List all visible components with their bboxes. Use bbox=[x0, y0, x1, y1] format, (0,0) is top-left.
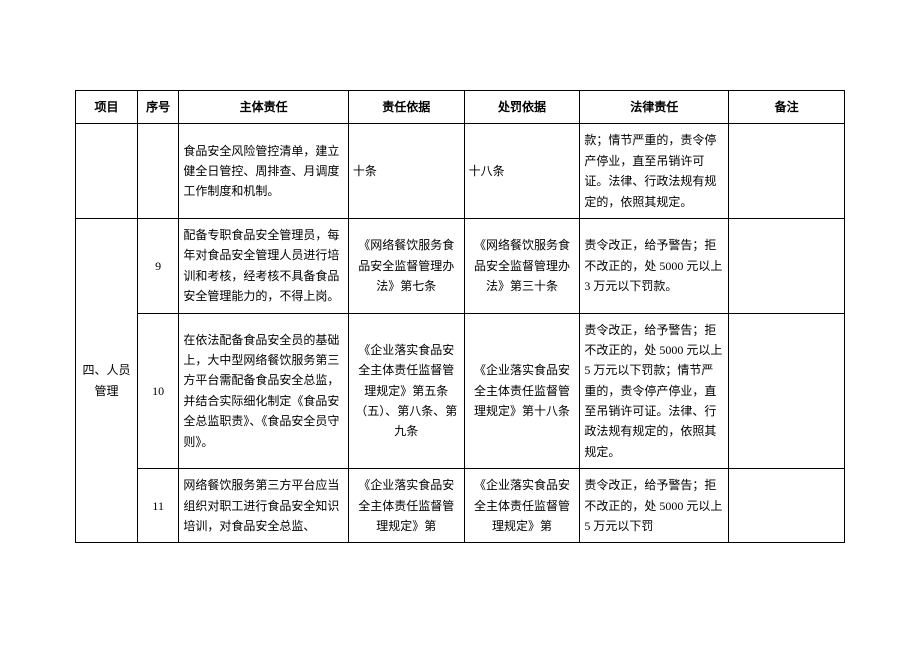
cell-remark bbox=[729, 124, 845, 219]
cell-duty: 食品安全风险管控清单，建立健全日管控、周排查、月调度工作制度和机制。 bbox=[179, 124, 349, 219]
header-remark: 备注 bbox=[729, 91, 845, 124]
regulation-table: 项目 序号 主体责任 责任依据 处罚依据 法律责任 备注 食品安全风险管控清单，… bbox=[75, 90, 845, 543]
cell-remark bbox=[729, 469, 845, 543]
cell-basis: 《企业落实食品安全主体责任监督管理规定》第 bbox=[348, 469, 464, 543]
cell-penalty: 《企业落实食品安全主体责任监督管理规定》第十八条 bbox=[464, 313, 580, 469]
cell-duty: 在依法配备食品安全员的基础上，大中型网络餐饮服务第三方平台需配备食品安全总监，并… bbox=[179, 313, 349, 469]
cell-project bbox=[76, 124, 138, 219]
cell-basis: 十条 bbox=[348, 124, 464, 219]
cell-seq bbox=[138, 124, 179, 219]
cell-legal: 责令改正，给予警告；拒不改正的，处 5000 元以上 5 万元以下罚款；情节严重… bbox=[580, 313, 729, 469]
cell-seq: 10 bbox=[138, 313, 179, 469]
table-row: 10 在依法配备食品安全员的基础上，大中型网络餐饮服务第三方平台需配备食品安全总… bbox=[76, 313, 845, 469]
cell-legal: 款；情节严重的，责令停产停业，直至吊销许可证。法律、行政法规有规定的，依照其规定… bbox=[580, 124, 729, 219]
cell-penalty: 十八条 bbox=[464, 124, 580, 219]
cell-project: 四、人员管理 bbox=[76, 218, 138, 542]
table-row: 四、人员管理 9 配备专职食品安全管理员，每年对食品安全管理人员进行培训和考核，… bbox=[76, 218, 845, 313]
cell-duty: 配备专职食品安全管理员，每年对食品安全管理人员进行培训和考核，经考核不具备食品安… bbox=[179, 218, 349, 313]
cell-seq: 9 bbox=[138, 218, 179, 313]
cell-basis: 《企业落实食品安全主体责任监督管理规定》第五条（五）、第八条、第九条 bbox=[348, 313, 464, 469]
table-row: 食品安全风险管控清单，建立健全日管控、周排查、月调度工作制度和机制。 十条 十八… bbox=[76, 124, 845, 219]
cell-seq: 11 bbox=[138, 469, 179, 543]
table-row: 11 网络餐饮服务第三方平台应当组织对职工进行食品安全知识培训，对食品安全总监、… bbox=[76, 469, 845, 543]
cell-basis: 《网络餐饮服务食品安全监督管理办法》第七条 bbox=[348, 218, 464, 313]
header-duty: 主体责任 bbox=[179, 91, 349, 124]
header-basis: 责任依据 bbox=[348, 91, 464, 124]
cell-legal: 责令改正，给予警告；拒不改正的，处 5000 元以上 5 万元以下罚 bbox=[580, 469, 729, 543]
cell-penalty: 《企业落实食品安全主体责任监督管理规定》第 bbox=[464, 469, 580, 543]
cell-duty: 网络餐饮服务第三方平台应当组织对职工进行食品安全知识培训，对食品安全总监、 bbox=[179, 469, 349, 543]
header-legal: 法律责任 bbox=[580, 91, 729, 124]
cell-remark bbox=[729, 313, 845, 469]
cell-remark bbox=[729, 218, 845, 313]
header-seq: 序号 bbox=[138, 91, 179, 124]
header-project: 项目 bbox=[76, 91, 138, 124]
cell-penalty: 《网络餐饮服务食品安全监督管理办法》第三十条 bbox=[464, 218, 580, 313]
cell-legal: 责令改正，给予警告；拒不改正的，处 5000 元以上 3 万元以下罚款。 bbox=[580, 218, 729, 313]
table-header-row: 项目 序号 主体责任 责任依据 处罚依据 法律责任 备注 bbox=[76, 91, 845, 124]
header-penalty: 处罚依据 bbox=[464, 91, 580, 124]
